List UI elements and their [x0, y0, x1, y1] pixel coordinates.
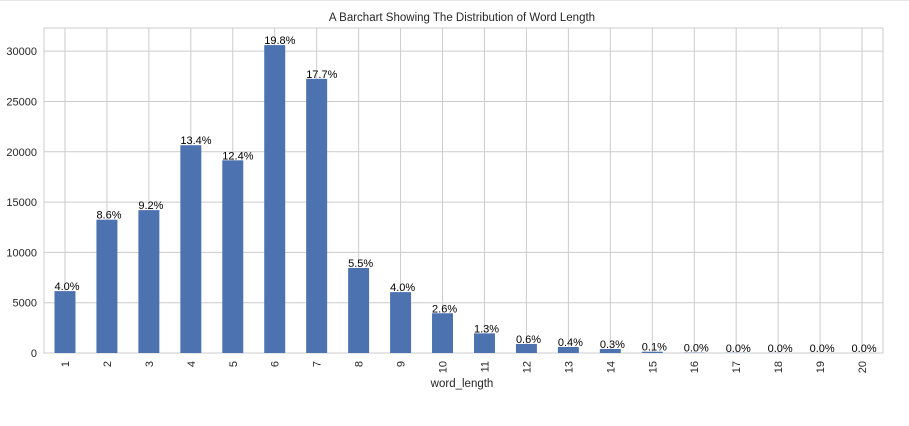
x-tick-label: 12 — [521, 361, 533, 373]
y-tick-label: 10000 — [6, 247, 37, 259]
x-tick-label: 1 — [60, 361, 72, 367]
data-label: 19.8% — [264, 35, 295, 47]
bar — [432, 313, 454, 353]
chart-title: A Barchart Showing The Distribution of W… — [329, 12, 595, 24]
data-label: 0.0% — [684, 343, 709, 355]
data-label: 17.7% — [306, 69, 337, 81]
bar — [264, 45, 286, 354]
bar — [54, 291, 76, 353]
y-tick-label: 25000 — [6, 96, 37, 108]
gridlines — [44, 28, 883, 354]
x-tick-label: 15 — [647, 361, 659, 373]
data-label: 4.0% — [54, 281, 79, 293]
bar — [557, 346, 579, 353]
y-tick-label: 15000 — [6, 197, 37, 209]
data-label: 9.2% — [138, 200, 163, 212]
x-tick-label: 20 — [857, 361, 869, 373]
x-tick-label: 13 — [563, 361, 575, 373]
x-tick-label: 8 — [354, 361, 366, 367]
x-axis-ticks: 1 2 3 4 5 6 7 8 9 10 11 12 13 14 15 16 17 18 19 20 — [60, 361, 869, 373]
x-tick-label: 2 — [102, 361, 114, 367]
bar — [96, 219, 118, 353]
y-tick-label: 20000 — [6, 147, 37, 159]
x-tick-label: 14 — [605, 361, 617, 373]
data-label: 0.0% — [852, 343, 877, 355]
plot-frame — [43, 27, 884, 354]
data-label: 12.4% — [222, 150, 253, 162]
bar — [641, 351, 663, 353]
x-tick-label: 11 — [479, 361, 491, 372]
y-tick-label: 5000 — [13, 298, 37, 310]
data-label: 0.1% — [642, 342, 667, 354]
y-tick-label: 30000 — [6, 46, 37, 58]
x-axis-label: word_length — [430, 378, 494, 390]
x-tick-label: 3 — [144, 361, 156, 367]
x-tick-label: 10 — [438, 361, 450, 373]
bar — [348, 267, 370, 353]
bar — [222, 160, 244, 353]
bar — [180, 145, 202, 353]
x-tick-label: 4 — [186, 361, 198, 367]
y-axis-ticks: 0 5000 10000 15000 20000 25000 30000 — [6, 46, 37, 360]
bar — [515, 343, 537, 353]
bar — [473, 333, 495, 353]
data-label: 0.6% — [516, 334, 541, 346]
data-label: 4.0% — [390, 282, 415, 294]
data-label: 0.0% — [726, 343, 751, 355]
bar — [138, 210, 160, 353]
data-label: 8.6% — [96, 210, 121, 222]
data-label: 13.4% — [180, 135, 211, 147]
data-label: 0.0% — [810, 343, 835, 355]
bar — [599, 348, 621, 353]
data-label: 0.0% — [768, 343, 793, 355]
x-tick-label: 6 — [270, 361, 282, 367]
x-tick-label: 5 — [228, 361, 240, 367]
bar — [306, 78, 328, 354]
x-tick-label: 16 — [689, 361, 701, 373]
data-label: 1.3% — [474, 323, 499, 335]
bars — [54, 45, 873, 354]
data-label: 0.4% — [558, 337, 583, 349]
x-tick-label: 19 — [815, 361, 827, 373]
data-label: 0.3% — [600, 339, 625, 351]
data-labels: 4.0% 8.6% 9.2% 13.4% 12.4% 19.8% 17.7% 5.5% 4.0%… — [54, 35, 876, 355]
data-label: 2.6% — [432, 303, 457, 315]
bar — [390, 292, 412, 353]
x-tick-label: 9 — [396, 361, 408, 367]
x-tick-label: 17 — [731, 361, 743, 373]
y-tick-label: 0 — [31, 348, 37, 360]
x-tick-label: 7 — [312, 361, 324, 367]
data-label: 5.5% — [348, 258, 373, 270]
x-tick-label: 18 — [773, 361, 785, 373]
